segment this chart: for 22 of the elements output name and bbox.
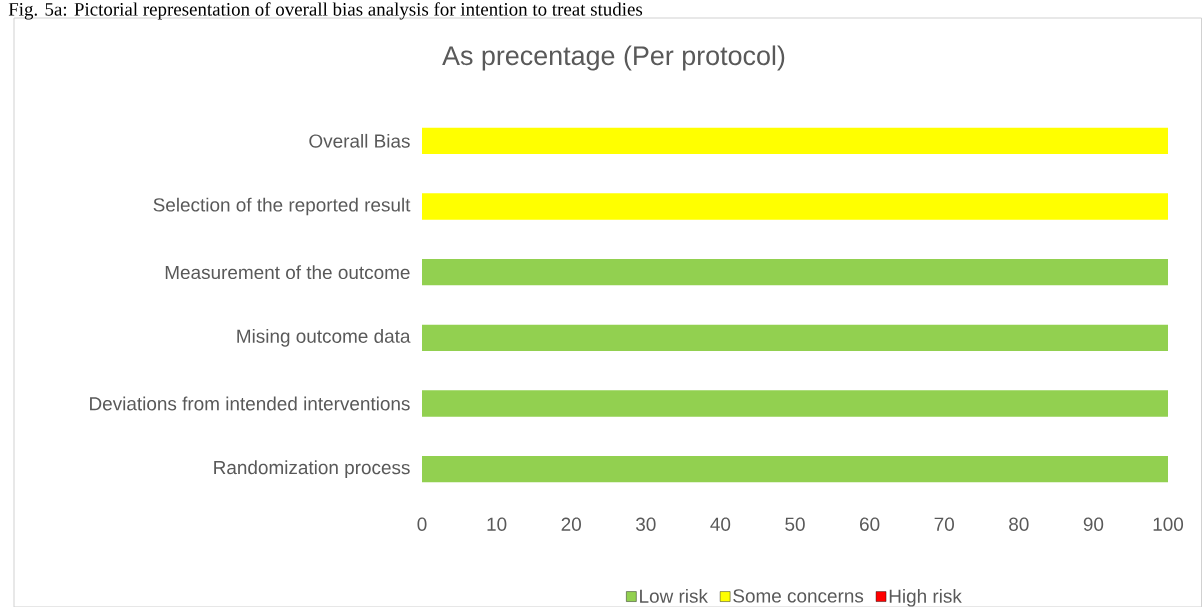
x-tick-label: 20 [561,517,581,531]
legend-label: Low risk [640,588,708,603]
chart-title: As precentage (Per protocol) [442,45,785,71]
x-tick-label: 40 [710,517,731,531]
y-tick-label: Measurement of the outcome [165,265,410,280]
legend-label: Some concerns [733,589,864,603]
y-tick-label: Selection of the reported result [153,197,411,216]
x-tick-label: 50 [785,517,805,531]
x-tick-label: 60 [860,517,880,531]
y-tick-label: Randomization process [214,460,410,478]
x-tick-label: 0 [417,517,427,531]
y-tick-label: Overall Bias [309,133,410,148]
x-tick-label: 10 [487,517,507,531]
y-tick-label: Deviations from intended interventions [90,396,410,411]
x-tick-label: 70 [934,517,954,531]
caption: Fig. 5a: Pictorial representation of overall bias analysis for intention to treat studies [8,2,643,20]
legend-label: High risk [889,588,962,607]
x-tick-label: 100 [1153,517,1184,531]
x-tick-label: 80 [1009,517,1029,531]
x-tick-label: 30 [636,517,656,531]
x-tick-label: 90 [1083,517,1104,531]
y-tick-label: Mising outcome data [237,329,411,347]
